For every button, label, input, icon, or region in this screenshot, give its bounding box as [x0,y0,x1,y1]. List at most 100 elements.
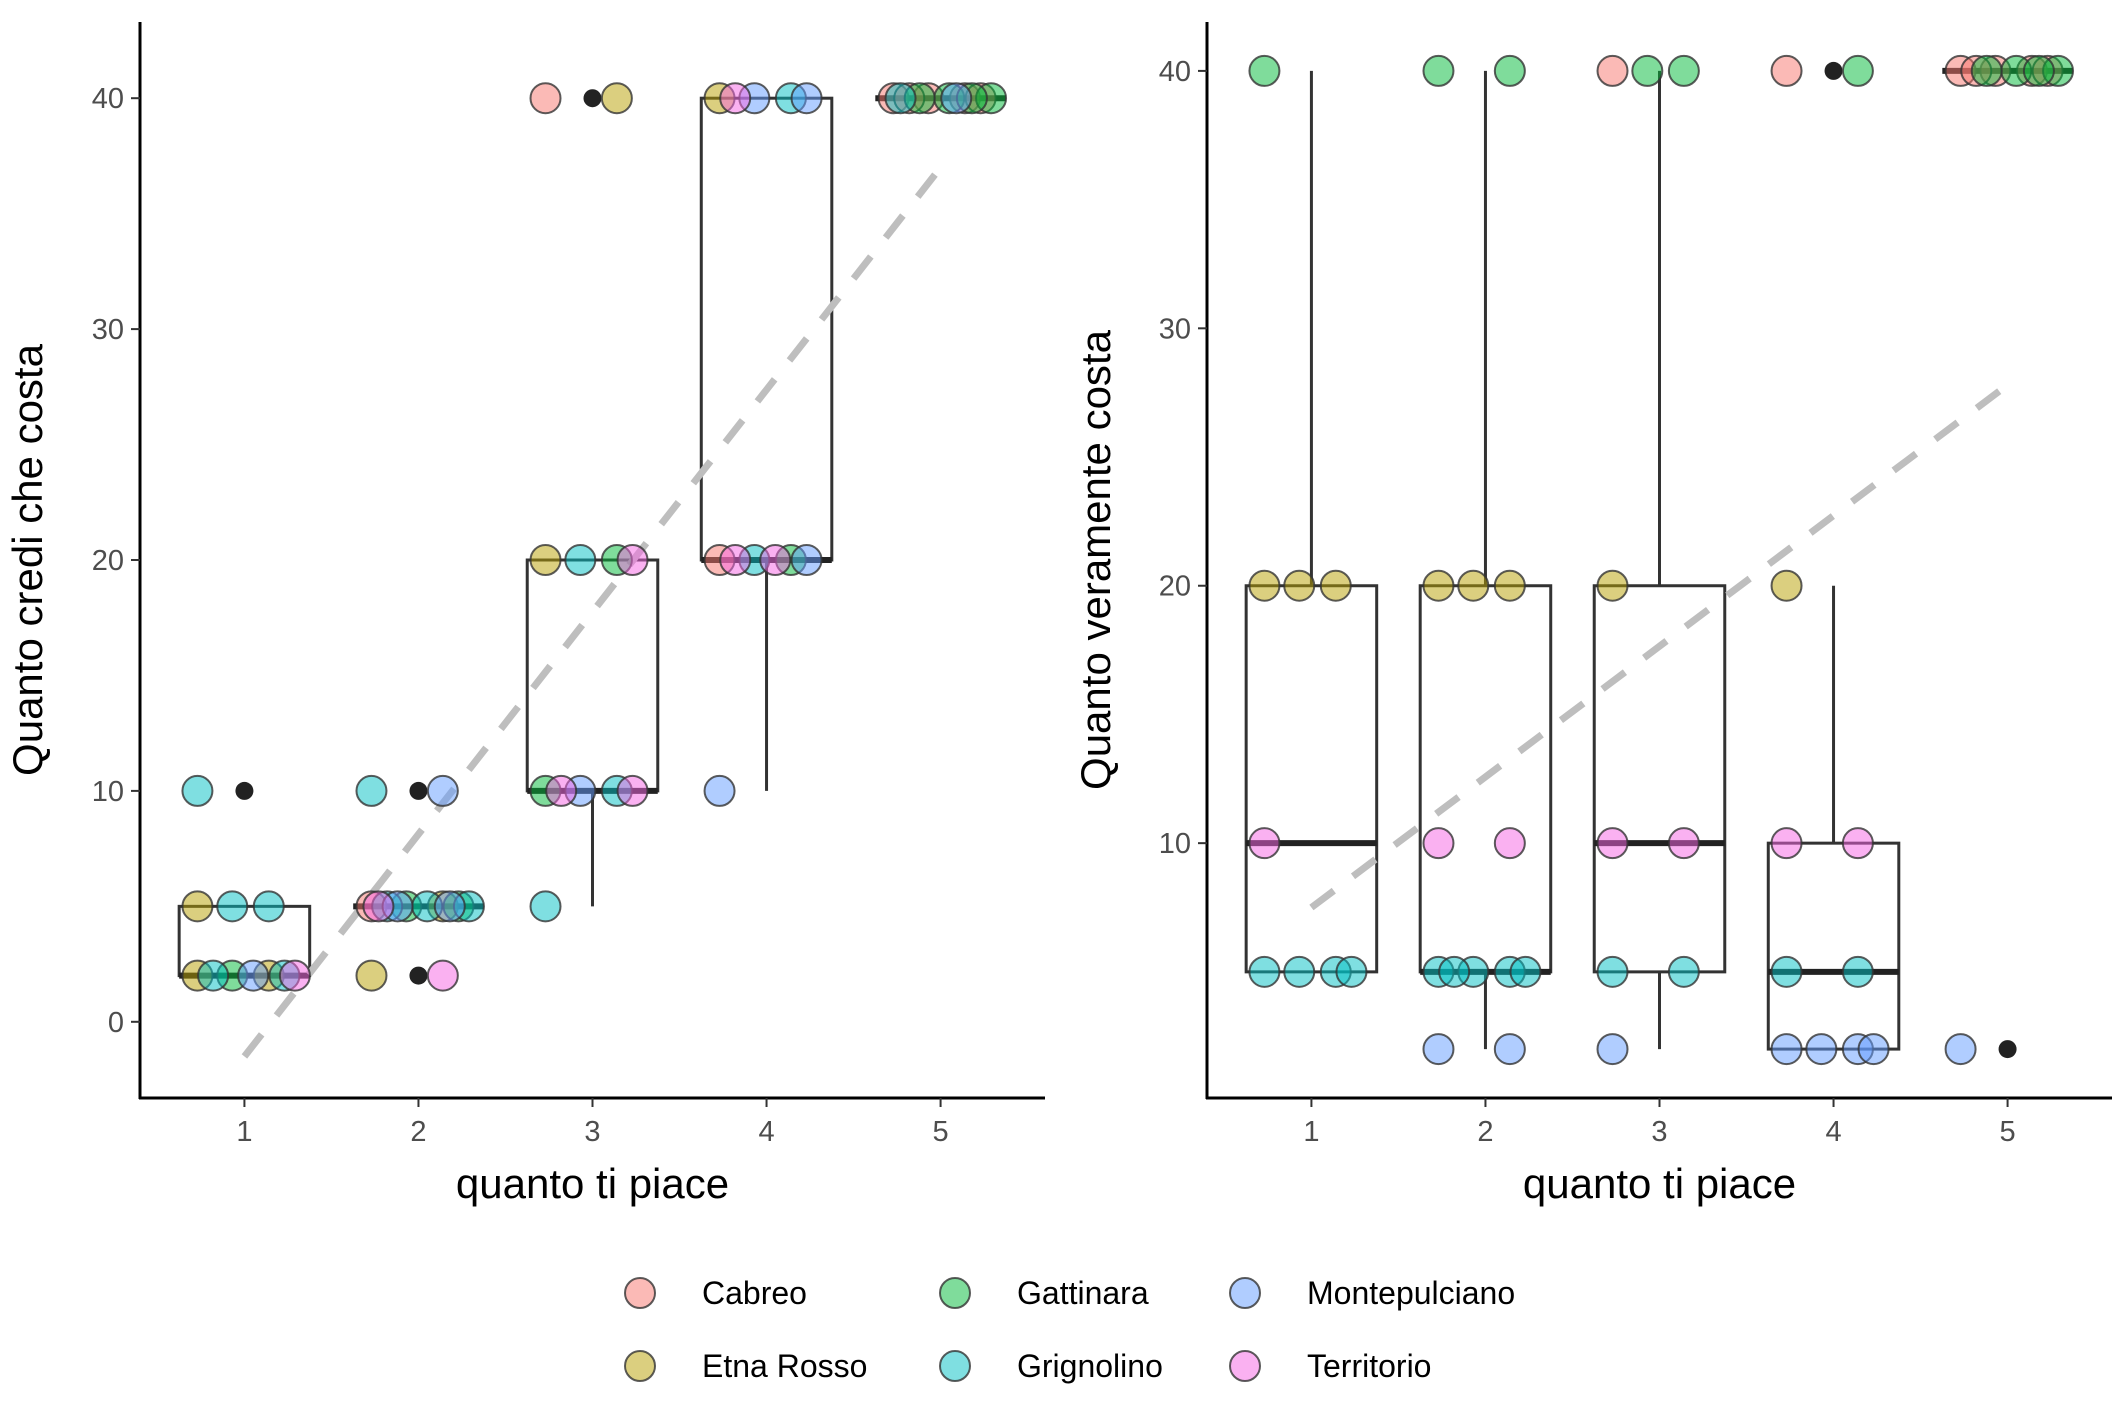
legend-label: Territorio [1307,1348,1431,1384]
data-point [1596,955,1629,988]
outlier-point [583,89,602,108]
legend-item: Etna Rosso [624,1348,867,1384]
right-panel: 10 20 30 40 1 2 3 4 5 quanto ti piace Quanto veram… [1072,22,2112,1207]
data-point [1770,827,1803,860]
y-tick-label: 10 [92,776,124,808]
legend-key [1229,1350,1261,1382]
data-point [790,82,823,115]
legend-key [624,1350,656,1382]
data-point [1667,955,1700,988]
legend-item: Montepulciano [1229,1275,1515,1311]
legend-item: Territorio [1229,1348,1431,1384]
data-point [216,890,249,923]
data-point [1283,569,1316,602]
data-point [1596,54,1629,87]
data-point [616,544,649,576]
data-point [426,959,459,992]
data-point [790,544,823,576]
data-point [1438,955,1471,988]
x-tick-label: 2 [1477,1116,1493,1148]
y-tick-label: 40 [92,83,124,115]
box-body [1766,841,1901,1051]
data-point [1493,1033,1526,1066]
data-point [355,959,388,992]
x-tick-label: 1 [1303,1116,1319,1148]
data-point [1493,569,1526,602]
data-point [1857,1033,1890,1066]
legend-key [1229,1277,1261,1309]
x-axis-title: quanto ti piace [456,1160,729,1207]
outlier-point [409,781,428,800]
data-point [1248,569,1281,602]
data-point [1970,54,2003,87]
data-point [600,82,633,115]
legend-key [624,1277,656,1309]
trend-line [1309,382,2010,911]
data-point [529,544,562,576]
legend-label: Cabreo [702,1275,807,1311]
data-point [1944,1033,1977,1066]
data-point [362,890,395,923]
legend-key [939,1277,971,1309]
legend-item: Cabreo [624,1275,807,1311]
data-point [1805,1033,1838,1066]
y-tick-label: 40 [1159,56,1191,88]
data-point [1422,827,1455,860]
data-point [1493,827,1526,860]
data-point [278,959,311,992]
y-tick-label: 0 [108,1007,124,1039]
data-point [1667,54,1700,87]
data-point [884,82,917,115]
outlier-point [409,966,428,985]
data-point [1770,569,1803,602]
data-point [1770,54,1803,87]
x-tick-label: 1 [236,1116,252,1148]
data-point [1319,569,1352,602]
outlier-point [1998,1040,2017,1059]
data-point [181,890,214,923]
data-point [1248,54,1281,87]
data-point [252,890,285,923]
x-tick-label: 3 [1651,1116,1667,1148]
x-axis-title: quanto ti piace [1523,1160,1796,1207]
y-tick-label: 20 [92,545,124,577]
box-body [699,96,834,562]
data-point [940,82,973,115]
data-point [1457,569,1490,602]
data-point [1422,1033,1455,1066]
data-point [1667,827,1700,860]
left-panel: 0 10 20 30 40 1 2 3 4 5 quanto ti piace Quanto cred… [4,22,1045,1207]
data-point [1770,955,1803,988]
trend-line [241,165,944,1059]
x-tick-label: 4 [758,1116,774,1148]
legend-label: Etna Rosso [702,1348,867,1384]
data-point [1596,569,1629,602]
data-point [529,82,562,115]
data-point [1509,955,1542,988]
legend-label: Montepulciano [1307,1275,1515,1311]
data-point [355,774,388,807]
data-point [564,544,597,576]
data-point [1493,54,1526,87]
data-point [1631,54,1664,87]
legend-label: Grignolino [1017,1348,1163,1384]
data-point [237,959,270,992]
y-axis-title: Quanto credi che costa [4,343,51,776]
data-point [1770,1033,1803,1066]
legend-label: Gattinara [1017,1275,1149,1311]
data-point [2022,54,2055,87]
data-point [1596,1033,1629,1066]
y-tick-label: 30 [1159,313,1191,345]
data-point [1248,955,1281,988]
data-point [197,959,230,992]
data-point [759,544,792,576]
data-point [426,774,459,807]
data-point [433,890,466,923]
data-point [719,82,752,115]
data-point [1841,827,1874,860]
x-tick-label: 2 [410,1116,426,1148]
outlier-point [235,781,254,800]
data-point [1335,955,1368,988]
legend-item: Grignolino [939,1348,1163,1384]
